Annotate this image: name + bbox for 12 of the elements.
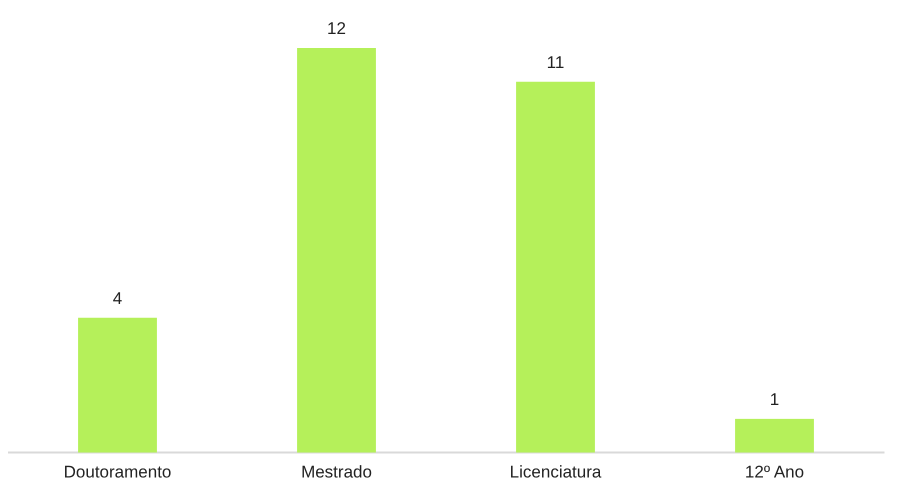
bar (735, 418, 814, 453)
bar (78, 318, 157, 453)
x-tick-label: Mestrado (301, 462, 372, 482)
bar (297, 48, 376, 453)
bar (516, 82, 595, 453)
data-label: 1 (770, 390, 780, 410)
data-label: 11 (546, 52, 564, 72)
data-label: 4 (112, 288, 122, 308)
data-label: 12 (327, 19, 346, 38)
x-tick-label: Licenciatura (510, 462, 602, 482)
x-tick-label: Doutoramento (64, 462, 172, 482)
x-tick-label: 12º Ano (744, 462, 804, 482)
